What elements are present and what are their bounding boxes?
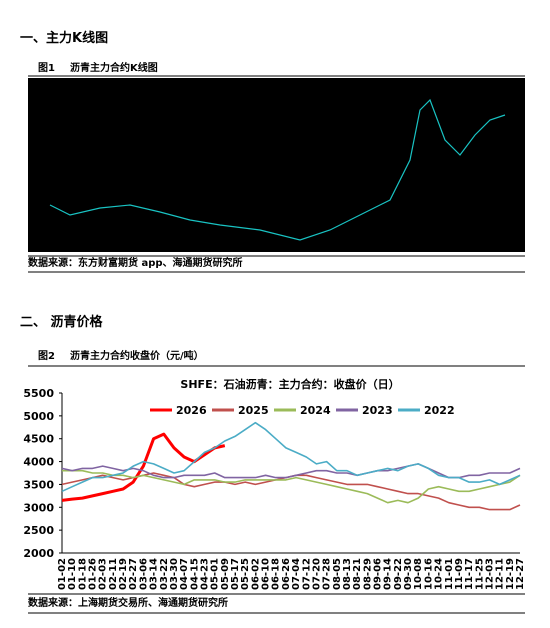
legend-label: 2022: [424, 404, 455, 417]
x-tick-label: 05-17: [230, 558, 241, 590]
x-tick-label: 03-30: [169, 558, 180, 590]
x-tick-label: 05-25: [240, 558, 251, 590]
figure-label: 图2: [38, 350, 55, 362]
y-tick-label: 2000: [23, 547, 54, 560]
x-tick-label: 08-13: [342, 558, 353, 590]
x-tick-label: 11-17: [464, 558, 475, 590]
figure-title: 沥青主力合约K线图: [70, 61, 158, 74]
kline-screenshot: [28, 78, 525, 252]
y-tick-label: 2500: [23, 524, 54, 537]
y-tick-label: 4000: [23, 456, 54, 469]
source: 数据来源：东方财富期货 app、海通期货研究所: [28, 256, 243, 269]
series-line: [62, 469, 521, 504]
heading: 二、 沥青价格: [20, 314, 104, 330]
x-tick-label: 07-04: [291, 558, 302, 590]
figure-label: 图1: [38, 62, 55, 74]
x-tick-label: 07-12: [301, 558, 312, 590]
x-tick-label: 09-06: [373, 558, 384, 590]
x-tick-label: 08-21: [352, 558, 363, 590]
source: 数据来源：上海期货交易所、海通期货研究所: [28, 596, 228, 609]
x-tick-label: 04-15: [189, 558, 200, 590]
x-tick-label: 03-22: [159, 558, 170, 590]
x-tick-label: 10-24: [434, 558, 445, 590]
x-tick-label: 11-25: [474, 558, 485, 590]
x-tick-label: 01-26: [88, 558, 99, 590]
x-tick-label: 10-08: [413, 558, 424, 590]
x-tick-label: 07-20: [311, 558, 322, 590]
x-tick-label: 02-19: [118, 558, 129, 590]
figure-title: 沥青主力合约收盘价（元/吨）: [70, 349, 204, 362]
kline-trace: [49, 98, 506, 241]
x-tick-label: 05-01: [210, 558, 221, 590]
y-tick-label: 3500: [23, 478, 54, 491]
x-tick-label: 06-18: [271, 558, 282, 590]
x-tick-label: 06-10: [261, 558, 272, 590]
x-tick-label: 11-01: [444, 558, 455, 590]
chart-title: SHFE：石油沥青：主力合约：收盘价（日）: [180, 377, 399, 391]
legend-label: 2023: [362, 404, 393, 417]
y-tick-label: 4500: [23, 433, 54, 446]
x-tick-label: 12-19: [505, 558, 516, 590]
legend-label: 2026: [176, 404, 207, 417]
x-tick-label: 12-27: [515, 558, 526, 590]
x-tick-label: 04-23: [199, 558, 210, 590]
x-tick-label: 02-11: [108, 558, 119, 590]
x-tick-label: 09-22: [393, 558, 404, 590]
y-tick-label: 5500: [23, 387, 54, 400]
series-line: [61, 432, 226, 502]
x-tick-label: 12-03: [484, 558, 495, 590]
x-tick-label: 02-03: [98, 558, 109, 590]
x-tick-label: 03-14: [149, 558, 160, 590]
x-tick-label: 04-07: [179, 558, 190, 590]
legend-label: 2025: [238, 404, 269, 417]
x-tick-label: 06-02: [250, 558, 261, 590]
x-tick-label: 02-27: [128, 558, 139, 590]
y-tick-label: 5000: [23, 410, 54, 423]
x-tick-label: 01-02: [57, 558, 68, 590]
x-tick-label: 12-11: [495, 558, 506, 590]
x-tick-label: 03-06: [138, 558, 149, 590]
legend-label: 2024: [300, 404, 331, 417]
x-tick-label: 08-05: [332, 558, 343, 590]
series-line: [61, 421, 521, 493]
x-tick-label: 07-28: [322, 558, 333, 590]
x-tick-label: 10-16: [423, 558, 434, 590]
x-tick-label: 11-09: [454, 558, 465, 590]
x-tick-label: 05-09: [220, 558, 231, 590]
x-tick-label: 09-14: [383, 558, 394, 590]
x-tick-label: 01-18: [77, 558, 88, 590]
heading: 一、主力K线图: [20, 30, 108, 46]
x-tick-label: 09-30: [403, 558, 414, 590]
x-tick-label: 01-10: [67, 558, 78, 590]
y-tick-label: 3000: [23, 501, 54, 514]
x-tick-label: 08-29: [362, 558, 373, 590]
x-tick-label: 06-26: [281, 558, 292, 590]
series-line: [61, 463, 521, 479]
